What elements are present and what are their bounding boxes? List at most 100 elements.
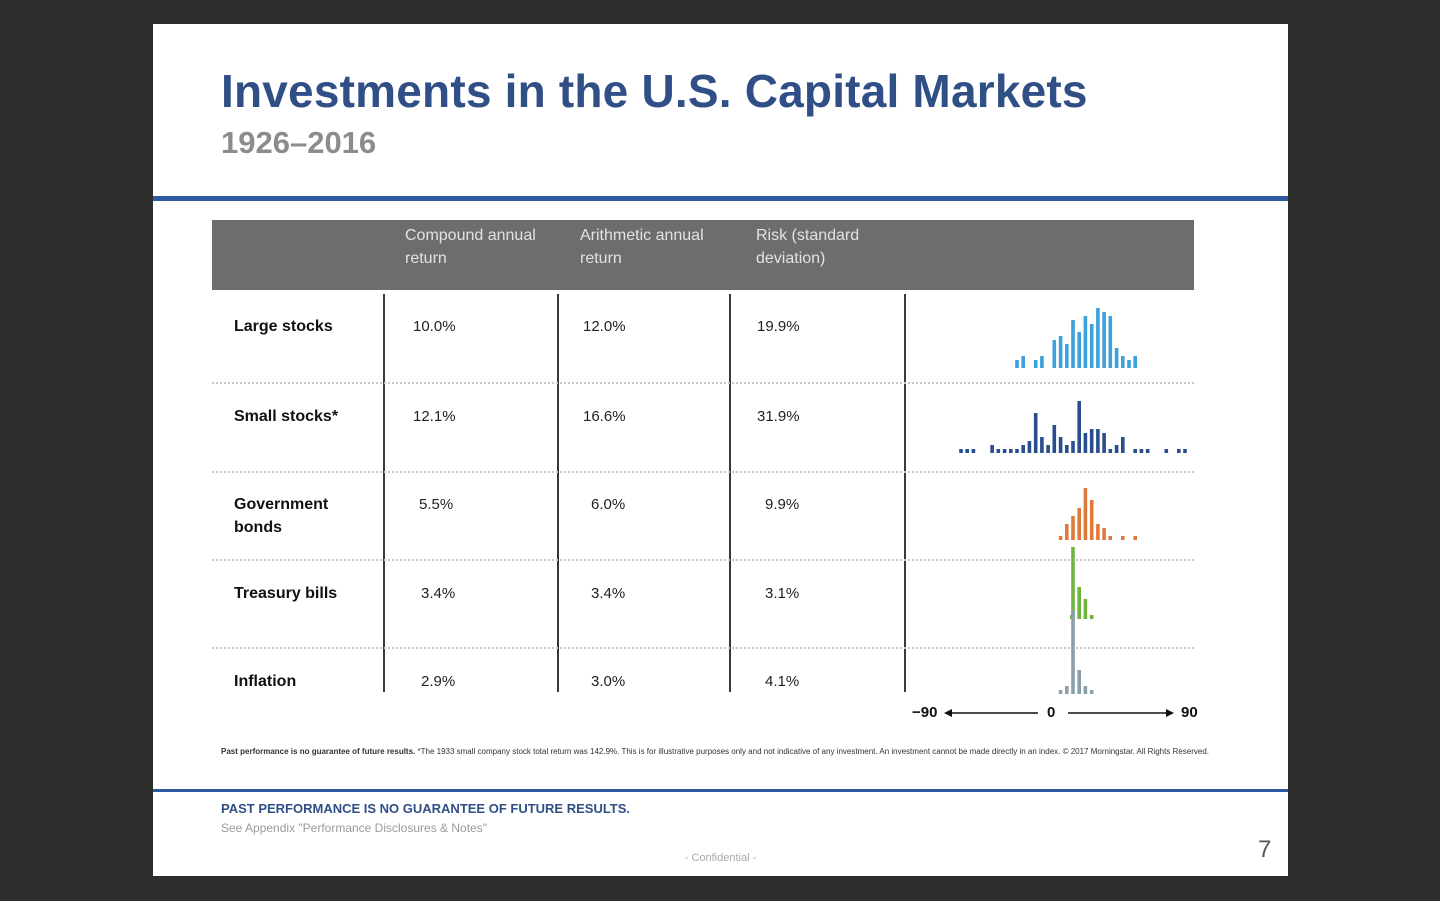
compound-value: 12.1% [413,408,456,425]
row-label: Small stocks* [234,408,339,425]
histogram-bar [1040,437,1044,453]
histogram-bar [1071,441,1075,453]
inflation-distribution [1058,610,1094,694]
histogram-bar [1033,413,1038,453]
histogram-bar [1164,449,1169,453]
histogram-bar [1071,516,1075,540]
histogram-bar [1058,536,1063,540]
histogram-bar [1089,324,1094,368]
compound-value: 3.4% [421,585,456,602]
column-divider [383,294,385,692]
slide-subtitle: 1926–2016 [221,125,377,160]
axis-max-label: 90 [1181,704,1198,721]
histogram-bar [1096,429,1100,453]
slide: Investments in the U.S. Capital Markets … [153,24,1288,876]
histogram-bar [1102,433,1106,453]
header-arithmetic: Arithmetic annual return [580,227,704,267]
histogram-bar [1083,488,1088,540]
histogram-bar [1133,449,1137,453]
arithmetic-value: 3.0% [591,673,626,690]
government-bonds-distribution [1058,488,1137,540]
axis-arrows [944,709,1174,717]
compound-value: 5.5% [419,496,454,513]
histogram-bar [1077,332,1081,368]
histogram-bar [1021,445,1025,453]
histogram-bar [1089,690,1094,694]
row-label: Inflation [234,673,297,690]
axis-right-arrowhead [1166,709,1174,717]
histogram-bar [1065,686,1069,694]
risk-value: 4.1% [765,673,800,690]
histogram-bar [1015,360,1019,368]
histogram-bar [1108,449,1113,453]
histogram-bar [1114,445,1119,453]
axis-zero-label: 0 [1047,704,1056,721]
histogram-bar [1133,536,1137,540]
histogram-bar [1089,500,1094,540]
histogram-bar [1127,360,1131,368]
histogram-bar [1065,445,1069,453]
histogram-bar [971,449,976,453]
histogram-bar [1052,340,1057,368]
footnote: Past performance is no guarantee of futu… [221,746,1231,757]
row-divider [212,647,1194,649]
compound-value: 2.9% [421,673,456,690]
histogram-bar [1133,356,1137,368]
compound-value: 10.0% [413,318,456,335]
histogram-bar [1121,536,1125,540]
histogram-bar [1083,686,1088,694]
confidential-label: - Confidential - [684,852,757,864]
histogram-bar [1077,587,1081,619]
footnote-bold: Past performance is no guarantee of futu… [221,747,416,756]
histogram-bar [1033,360,1038,368]
histogram-bar [1108,536,1113,540]
histogram-bar [1058,437,1063,453]
histogram-bar [1071,610,1075,694]
appendix-note: See Appendix "Performance Disclosures & … [221,821,487,835]
histogram-bar [1021,356,1025,368]
large-stocks-distribution [1015,308,1137,368]
histogram-bar [1145,449,1150,453]
return-axis: −90 0 90 [908,700,1208,728]
histogram-bar [1071,547,1075,619]
arithmetic-value: 6.0% [591,496,626,513]
histogram-bar [1065,524,1069,540]
title-rule [153,196,1288,201]
column-divider [729,294,731,692]
histogram-bar [1002,449,1007,453]
histogram-bar [1040,356,1044,368]
histogram-bar [1015,449,1019,453]
histogram-bar [1096,524,1100,540]
header-risk: Risk (standard deviation) [756,227,860,267]
footnote-text: *The 1933 small company stock total retu… [415,747,1210,756]
histogram-bar [1046,445,1050,453]
axis-left-arrowhead [944,709,952,717]
column-divider [557,294,559,692]
histogram-bar [990,445,994,453]
histogram-bar [965,449,969,453]
histogram-bar [1096,308,1100,368]
footer-rule [153,789,1288,792]
row-divider [212,559,1194,561]
histogram-bar [1089,615,1094,619]
histogram-bar [1077,401,1081,453]
histogram-bar [1089,429,1094,453]
risk-value: 31.9% [757,408,800,425]
risk-value: 3.1% [765,585,800,602]
histogram-bar [996,449,1001,453]
histogram-bar [1077,508,1081,540]
arithmetic-value: 16.6% [583,408,626,425]
histogram-bar [1177,449,1181,453]
header-compound: Compound annual return [405,227,536,267]
histogram-bar [1065,344,1069,368]
row-divider [212,471,1194,473]
histogram-bar [1121,356,1125,368]
arithmetic-value: 12.0% [583,318,626,335]
histogram-bar [1083,316,1088,368]
histogram-bar [1083,599,1088,619]
risk-value: 9.9% [765,496,800,513]
row-label: Government bonds [234,496,329,536]
histogram-bar [1009,449,1013,453]
histogram-bar [1083,433,1088,453]
row-divider [212,382,1194,384]
